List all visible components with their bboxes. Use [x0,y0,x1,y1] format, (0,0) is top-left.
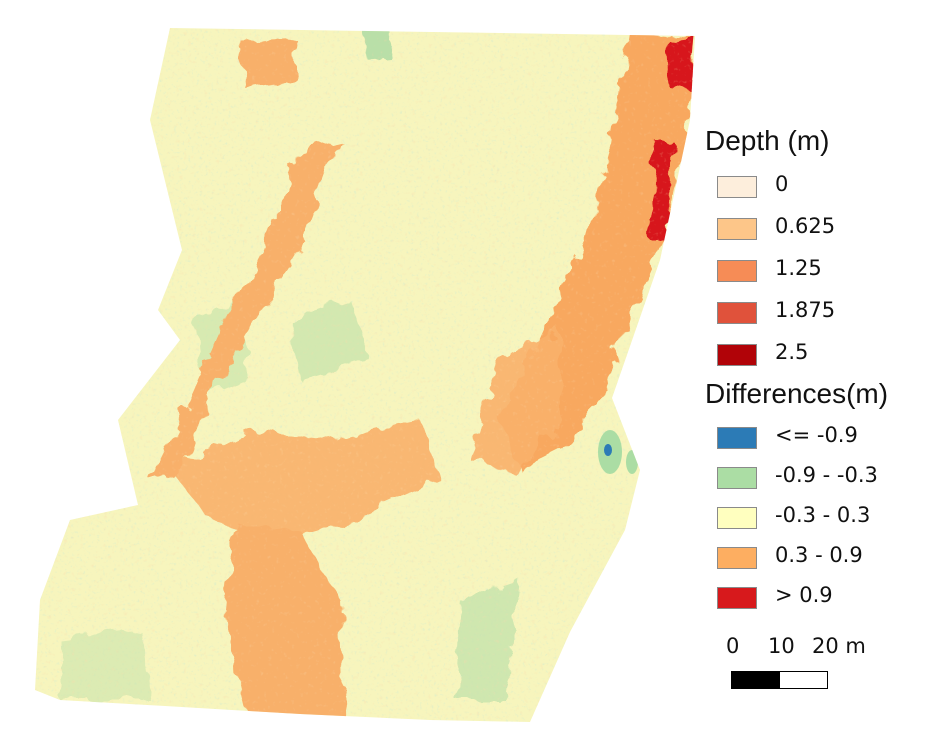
depth-legend-swatch [717,218,757,240]
depth-legend-label: 1.25 [775,256,822,280]
difference-legend-label: <= -0.9 [775,423,858,447]
scale-label-0: 0 [726,634,740,658]
depth-legend-swatch [717,302,757,324]
depth-legend-label: 0 [775,172,789,196]
scale-bar-black-segment [731,671,780,689]
depth-legend-title: Depth (m) [705,125,830,156]
depth-legend-label: 1.875 [775,298,836,322]
pond-blue-spot [604,444,612,456]
scale-bar-white-segment [779,671,828,689]
differences-legend-title: Differences(m) [705,378,889,409]
difference-legend-swatch [717,587,757,609]
depth-legend-swatch [717,344,757,366]
difference-legend-label: -0.3 - 0.3 [775,503,871,527]
survey-map [35,28,695,722]
depth-legend-swatch [717,260,757,282]
difference-legend-swatch [717,467,757,489]
depth-legend-label: 0.625 [775,214,836,238]
pond-green-area-2 [626,450,638,474]
scale-bar [731,671,828,689]
difference-legend-swatch [717,427,757,449]
difference-legend-swatch [717,547,757,569]
difference-legend-swatch [717,507,757,529]
orange-speckle-texture [35,28,695,722]
scale-label-20m: 20 m [812,634,866,658]
scale-label-10: 10 [768,634,795,658]
depth-legend-label: 2.5 [775,340,809,364]
difference-legend-label: -0.9 - -0.3 [775,463,878,487]
difference-legend-label: > 0.9 [775,583,833,607]
difference-legend-label: 0.3 - 0.9 [775,543,863,567]
depth-legend-swatch [717,176,757,198]
